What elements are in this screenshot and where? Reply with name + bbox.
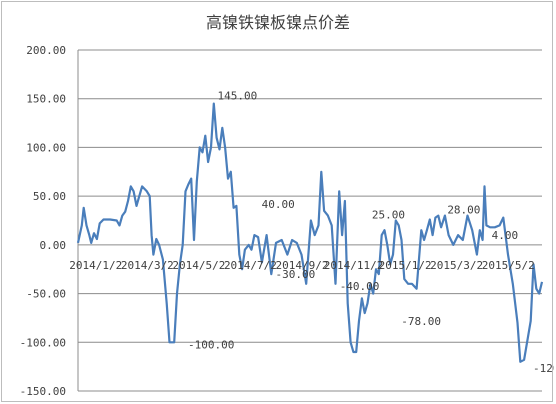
- data-label: 28.00: [447, 204, 480, 217]
- y-tick-label: 150.00: [26, 93, 66, 106]
- data-label: 25.00: [372, 209, 405, 222]
- x-tick-label: 2015/5/2: [482, 259, 535, 272]
- data-label: -40.00: [340, 280, 380, 293]
- x-tick-label: 2014/1/2: [69, 259, 122, 272]
- x-tick-label: 2014/9/2: [276, 259, 329, 272]
- y-tick-label: 0.00: [40, 239, 67, 252]
- data-label: -30.00: [276, 268, 316, 281]
- x-tick-label: 2015/1/2: [379, 259, 432, 272]
- data-label: 145.00: [218, 90, 258, 103]
- x-tick-label: 2015/3/2: [430, 259, 483, 272]
- series-line: [76, 102, 544, 363]
- data-labels: 145.00 -100.00 40.00 -30.00 -40.00 25.00 -78.0…: [188, 90, 554, 375]
- x-tick-label: 2014/7/2: [224, 259, 277, 272]
- chart-title: 高镍铁镍板镍点价差: [206, 13, 350, 32]
- y-tick-label: -100.00: [20, 336, 66, 349]
- y-tick-label: 100.00: [26, 141, 66, 154]
- data-label: 4.00: [492, 229, 519, 242]
- data-label: 40.00: [262, 198, 295, 211]
- x-tick-label: 2014/5/2: [172, 259, 225, 272]
- x-tick-label: 2014/11/2: [324, 259, 384, 272]
- y-tick-labels: 200.00 150.00 100.00 50.00 0.00 -50.00 -100.00…: [20, 44, 66, 398]
- data-label: -78.00: [401, 315, 441, 328]
- x-tick-label: 2014/3/2: [121, 259, 174, 272]
- y-tick-label: 200.00: [26, 44, 66, 57]
- y-tick-label: -50.00: [26, 288, 66, 301]
- y-tick-label: 50.00: [33, 190, 66, 203]
- data-label: -100.00: [188, 338, 234, 351]
- y-tick-label: -150.00: [20, 385, 66, 398]
- x-tick-labels: 2014/1/22014/3/22014/5/22014/7/22014/9/2…: [69, 259, 534, 272]
- data-label: -120.00: [533, 362, 554, 375]
- series-layer: [76, 102, 544, 363]
